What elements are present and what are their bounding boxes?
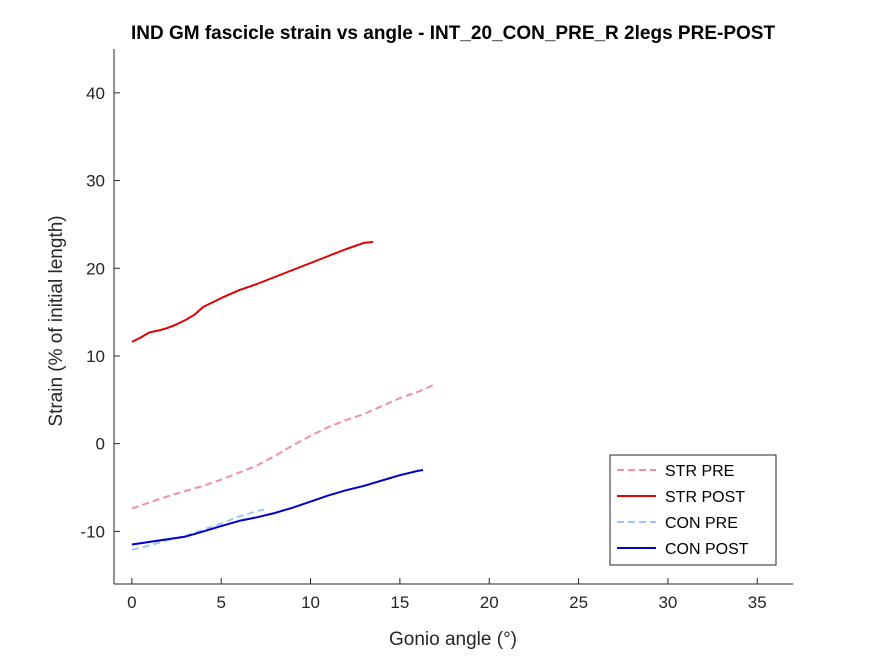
x-tick-label: 5: [216, 593, 225, 612]
legend-entry-label: CON PRE: [665, 515, 738, 532]
legend: STR PRE STR POST CON PRE CON POST: [609, 454, 777, 566]
legend-box: [609, 454, 777, 566]
y-tick-label: 20: [86, 259, 105, 278]
x-tick-label: 15: [390, 593, 409, 612]
legend-entry-label: CON POST: [665, 541, 749, 558]
x-tick-label: 20: [480, 593, 499, 612]
x-tick-label: 0: [127, 593, 136, 612]
series-line-con-pre: [131, 508, 265, 551]
axes-layer: [113, 49, 793, 585]
legend-entry-label: STR PRE: [665, 463, 734, 480]
y-tick-label: 0: [96, 435, 105, 454]
y-tick-label: 40: [86, 84, 105, 103]
y-ticks: -10 0 10 20 30 40: [80, 84, 120, 541]
legend-entry-label: STR POST: [665, 489, 745, 506]
y-tick-label: -10: [80, 522, 105, 541]
x-tick-label: 25: [569, 593, 588, 612]
x-tick-label: 35: [748, 593, 767, 612]
series-line-con-post: [131, 469, 424, 546]
y-axis-label: Strain (% of initial length): [46, 215, 67, 426]
series-layer: [131, 241, 437, 551]
x-tick-label: 10: [301, 593, 320, 612]
chart-title: IND GM fascicle strain vs angle - INT_20…: [131, 23, 776, 44]
y-tick-label: 10: [86, 347, 105, 366]
x-ticks: 0 5 10 15 20 25 30 35: [127, 578, 767, 612]
series-line-str-post: [131, 241, 374, 343]
x-axis-label: Gonio angle (°): [389, 629, 517, 650]
y-tick-label: 30: [86, 172, 105, 191]
x-tick-label: 30: [658, 593, 677, 612]
